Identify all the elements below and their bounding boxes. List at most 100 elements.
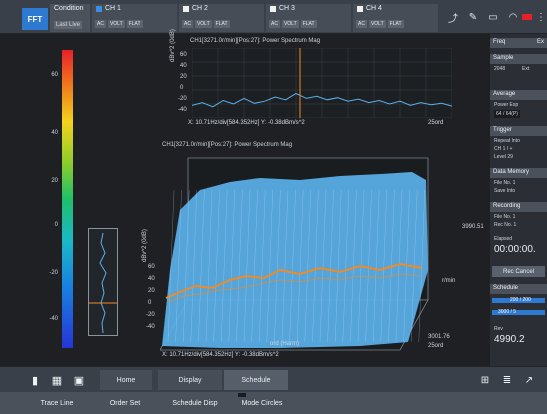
data-memory-header[interactable]: Data Memory: [490, 168, 547, 178]
schedule-progress-bar: [492, 310, 545, 315]
scale-tick: -40: [49, 316, 58, 322]
top-plot-grid: [191, 47, 453, 119]
schedule-header[interactable]: Schedule: [490, 284, 547, 294]
nav-tab-display[interactable]: Display: [158, 370, 222, 390]
filter-option[interactable]: FLAT: [213, 20, 230, 28]
grid-icon[interactable]: ▦: [51, 374, 63, 387]
filter-option[interactable]: FLAT: [126, 20, 143, 28]
waterfall-ridge: [165, 262, 423, 299]
recording-header[interactable]: Recording: [490, 202, 547, 212]
coupling-option[interactable]: AC: [356, 20, 367, 28]
channel-color-swatch: [96, 5, 102, 12]
unit-option[interactable]: VOLT: [281, 20, 299, 28]
function-key-bar: Trace Line Order Set Schedule Disp Mode …: [0, 392, 547, 414]
coupling-option[interactable]: AC: [95, 20, 106, 28]
nav-tab-home[interactable]: Home: [100, 370, 152, 390]
channel-2-panel[interactable]: CH 2 AC VOLT FLAT: [179, 4, 264, 32]
scale-tick: 0: [54, 222, 58, 228]
average-header[interactable]: Average: [490, 90, 547, 100]
top-ytick: -40: [178, 107, 187, 113]
condition-label: Condition: [54, 5, 84, 12]
waterfall-trace-line: [342, 189, 349, 343]
waterfall-ytick: 20: [148, 288, 155, 294]
channel-3-panel[interactable]: CH 3 AC VOLT FLAT: [266, 4, 351, 32]
waterfall-trace-line: [251, 189, 258, 343]
top-ytick: 40: [180, 63, 187, 69]
data-memory-line: File No. 1: [494, 180, 516, 186]
bar-chart-icon[interactable]: ▮: [31, 374, 39, 387]
sample-header[interactable]: Sample: [490, 54, 547, 64]
rev-label: Rev: [494, 326, 503, 332]
add-icon[interactable]: ⊞: [480, 374, 490, 386]
channel-color-swatch: [357, 5, 363, 12]
order-set-button[interactable]: Order Set: [109, 399, 141, 407]
cursor-icon[interactable]: ⤴: [448, 13, 458, 25]
schedule-disp-button[interactable]: Schedule Disp: [172, 399, 218, 407]
color-scale-bar[interactable]: [62, 50, 73, 348]
channel-color-swatch: [183, 5, 189, 12]
channel-1-panel[interactable]: CH 1 AC VOLT FLAT: [92, 4, 177, 32]
print-icon[interactable]: ▭: [488, 11, 498, 23]
filter-option[interactable]: FLAT: [300, 20, 317, 28]
freq-head-label: Freq: [493, 39, 506, 45]
list-icon[interactable]: ≣: [502, 374, 512, 386]
trigger-line: CH 1 / +: [494, 146, 513, 152]
pen-icon[interactable]: ✎: [468, 11, 478, 23]
coupling-option[interactable]: AC: [269, 20, 280, 28]
top-ytick: 0: [180, 85, 184, 91]
schedule-row: 3000 / 5: [498, 309, 517, 315]
average-line: Power Exp: [494, 102, 519, 108]
waterfall-trace-line: [198, 189, 205, 343]
filter-option[interactable]: FLAT: [387, 20, 404, 28]
settings-panel: Freq Ex Sample 2048 Ext Average Power Ex…: [490, 34, 547, 372]
fft-mode-button[interactable]: FFT: [22, 8, 48, 30]
waterfall-z-top: 3990.51: [462, 224, 484, 230]
unit-option[interactable]: VOLT: [194, 20, 212, 28]
waterfall-ridge: [167, 273, 421, 303]
waterfall-ytick: 40: [148, 276, 155, 282]
waterfall-trace-line: [365, 189, 372, 343]
channel-4-label: CH 4: [366, 5, 382, 12]
channel-4-panel[interactable]: CH 4 AC VOLT FLAT: [353, 4, 438, 32]
waterfall-trace-line: [319, 189, 327, 343]
freq-header[interactable]: Freq Ex: [490, 38, 547, 48]
export-icon[interactable]: ↗: [524, 374, 534, 386]
waterfall-trace-line: [259, 189, 266, 343]
waterfall-ytick: 60: [148, 264, 155, 270]
slice-preview-plot[interactable]: [88, 228, 118, 336]
scale-tick: 40: [51, 130, 58, 136]
average-count-box: 64 / 64(P): [494, 110, 520, 118]
more-icon[interactable]: ⋮: [536, 11, 546, 23]
scale-tick: 20: [51, 178, 58, 184]
waterfall-lines: [167, 189, 425, 343]
waterfall-3d-plot[interactable]: [159, 150, 460, 360]
nav-tab-schedule[interactable]: Schedule: [224, 370, 288, 390]
waterfall-trace-line: [205, 189, 213, 343]
mode-circles-button[interactable]: Mode Circles: [241, 399, 283, 407]
trigger-header[interactable]: Trigger: [490, 126, 547, 136]
schedule-row: 200 / 200: [510, 297, 531, 303]
waterfall-trace-line: [395, 189, 403, 343]
unit-option[interactable]: VOLT: [368, 20, 386, 28]
image-icon[interactable]: ▣: [73, 374, 85, 387]
waterfall-trace-line: [350, 189, 357, 343]
waterfall-trace-line: [289, 189, 296, 343]
waterfall-trace-line: [418, 189, 425, 343]
waterfall-ylabel: dBv^2 (0dB): [142, 229, 148, 262]
top-plot-series: [191, 92, 453, 108]
trigger-line: Repeat Into: [494, 138, 520, 144]
waterfall-trace-line: [236, 189, 243, 343]
condition-panel[interactable]: Condition Last Live: [50, 4, 90, 32]
coupling-option[interactable]: AC: [182, 20, 193, 28]
sample-line: Ext: [522, 66, 530, 72]
top-ytick: 60: [180, 52, 187, 58]
unit-option[interactable]: VOLT: [107, 20, 125, 28]
channel-2-label: CH 2: [192, 5, 208, 12]
rec-cancel-button[interactable]: Rec Cancel: [492, 266, 545, 277]
wifi-icon[interactable]: ◠: [508, 11, 518, 23]
color-scale-ticks: 60 40 20 0 -20 -40: [36, 50, 60, 350]
trace-line-button[interactable]: Trace Line: [40, 399, 74, 407]
channel-1-label: CH 1: [105, 5, 121, 12]
waterfall-trace-line: [167, 189, 175, 343]
power-spectrum-plot[interactable]: [191, 47, 453, 119]
